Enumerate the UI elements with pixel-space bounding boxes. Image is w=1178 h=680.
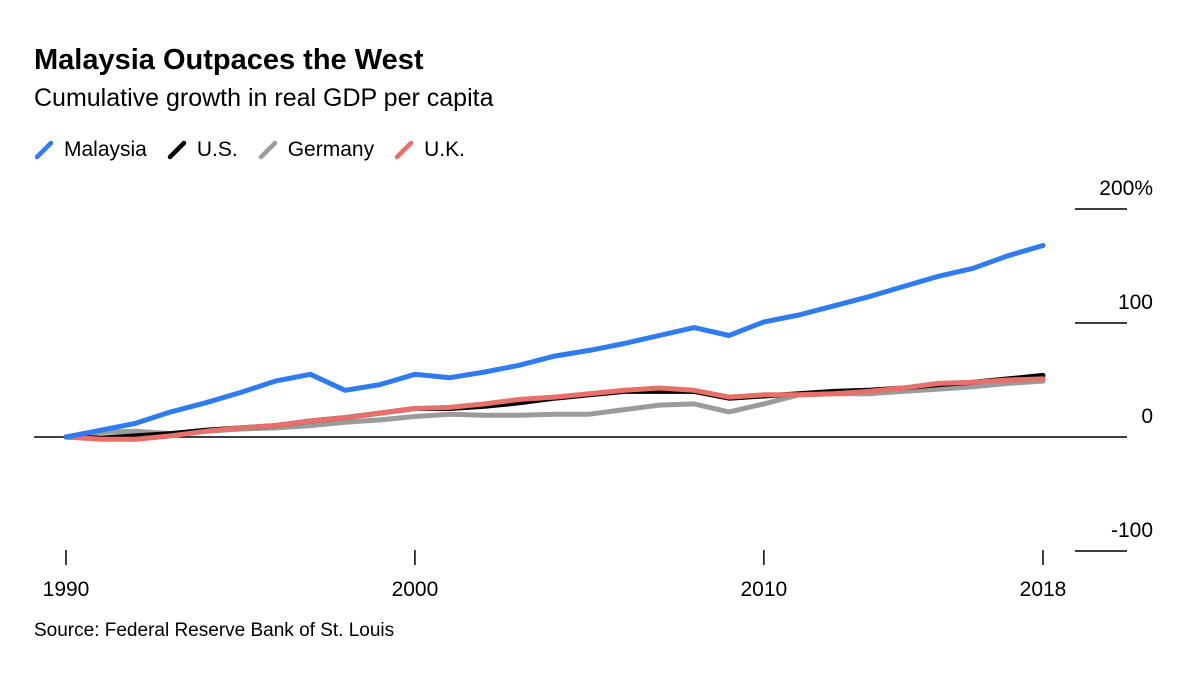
x-tick-label: 1990 bbox=[43, 578, 90, 601]
y-tick-label: 200% bbox=[1099, 177, 1153, 200]
legend: Malaysia U.S. Germany U.K. bbox=[34, 138, 485, 162]
legend-item: U.K. bbox=[394, 138, 465, 162]
legend-label: U.K. bbox=[424, 138, 465, 161]
series-line-uk bbox=[63, 376, 1046, 442]
legend-swatch-icon bbox=[394, 140, 414, 160]
x-tick-label: 2010 bbox=[740, 578, 787, 601]
legend-item: Malaysia bbox=[34, 138, 147, 162]
legend-swatch-icon bbox=[258, 140, 277, 160]
chart-subtitle: Cumulative growth in real GDP per capita bbox=[34, 84, 494, 112]
chart-title: Malaysia Outpaces the West bbox=[34, 44, 424, 76]
legend-swatch-icon bbox=[34, 140, 54, 160]
x-tick-label: 2000 bbox=[392, 578, 439, 601]
legend-label: Germany bbox=[287, 138, 375, 161]
legend-swatch-icon bbox=[167, 140, 187, 160]
legend-label: U.S. bbox=[196, 138, 238, 161]
legend-item: Germany bbox=[258, 138, 374, 162]
legend-item: U.S. bbox=[167, 138, 238, 162]
source-note: Source: Federal Reserve Bank of St. Loui… bbox=[34, 620, 395, 641]
legend-label: Malaysia bbox=[64, 138, 147, 161]
y-tick-label: -100 bbox=[1111, 519, 1153, 542]
y-tick-label: 100 bbox=[1118, 291, 1153, 314]
series-line-malaysia bbox=[63, 243, 1046, 440]
x-tick-label: 2018 bbox=[1020, 578, 1067, 601]
y-tick-label: 0 bbox=[1141, 405, 1153, 428]
